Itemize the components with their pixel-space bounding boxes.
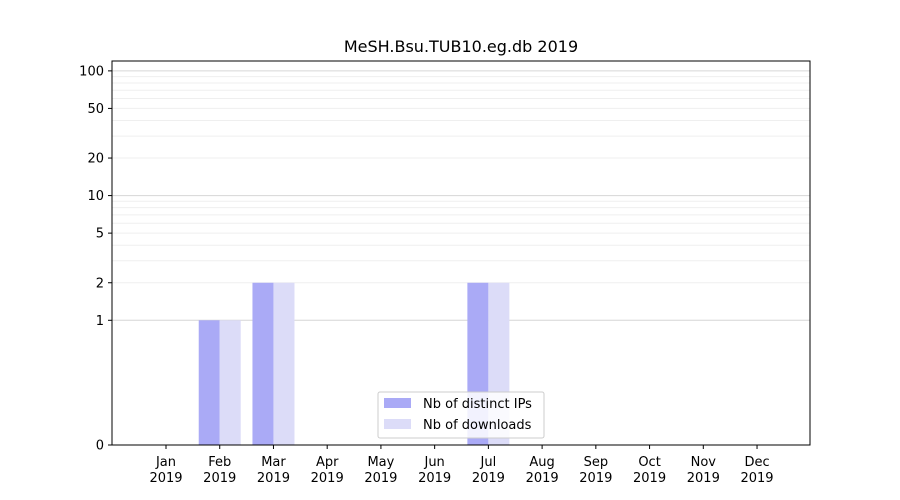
x-tick-label-month: Jan <box>155 455 176 470</box>
chart-title: MeSH.Bsu.TUB10.eg.db 2019 <box>344 37 578 56</box>
y-tick-label: 5 <box>96 227 104 242</box>
x-tick-label-month: Mar <box>261 455 286 470</box>
x-tick-label-month: Aug <box>529 455 554 470</box>
bar-downloads <box>273 282 295 445</box>
bar-distinct-ips <box>198 320 220 445</box>
x-tick-label-month: Feb <box>208 455 231 470</box>
x-tick-label-month: Nov <box>691 455 717 470</box>
y-tick-label: 2 <box>96 276 104 291</box>
legend-box <box>377 391 545 439</box>
x-tick-label-month: Apr <box>316 455 339 470</box>
legend-label-downloads: Nb of downloads <box>423 418 532 433</box>
y-tick-label: 1 <box>96 314 104 329</box>
x-axis: Jan2019Feb2019Mar2019Apr2019May2019Jun20… <box>149 445 774 486</box>
x-tick-label-month: Oct <box>638 455 660 470</box>
grid <box>112 70 810 321</box>
x-tick-label-year: 2019 <box>472 471 505 486</box>
x-tick-label-year: 2019 <box>311 471 344 486</box>
x-tick-label-year: 2019 <box>203 471 236 486</box>
legend-label-ips: Nb of distinct IPs <box>423 397 532 412</box>
legend: Nb of distinct IPs Nb of downloads <box>377 391 545 439</box>
x-tick-label-year: 2019 <box>418 471 451 486</box>
x-tick-label-month: Jun <box>423 455 444 470</box>
x-tick-label-year: 2019 <box>687 471 720 486</box>
y-tick-label: 100 <box>79 64 104 79</box>
plot-frame <box>111 60 811 446</box>
y-tick-label: 50 <box>87 102 104 117</box>
legend-swatch-downloads <box>384 419 411 429</box>
x-tick-label-year: 2019 <box>526 471 559 486</box>
x-tick-label-year: 2019 <box>149 471 182 486</box>
y-tick-label: 20 <box>87 152 104 167</box>
x-tick-label-year: 2019 <box>633 471 666 486</box>
x-tick-label-year: 2019 <box>364 471 397 486</box>
y-tick-label: 10 <box>87 189 104 204</box>
x-tick-label-month: May <box>367 455 394 470</box>
bar-distinct-ips <box>252 282 274 445</box>
x-tick-label-year: 2019 <box>257 471 290 486</box>
x-tick-label-month: Dec <box>744 455 769 470</box>
y-tick-label: 0 <box>96 439 104 454</box>
y-axis: 0 1 2 5 10 20 50 100 <box>79 64 112 454</box>
legend-swatch-ips <box>384 398 411 408</box>
x-tick-label-year: 2019 <box>579 471 612 486</box>
x-tick-label-month: Jul <box>480 455 497 470</box>
bar-downloads <box>219 320 241 445</box>
x-tick-label-year: 2019 <box>740 471 773 486</box>
x-tick-label-month: Sep <box>584 455 609 470</box>
